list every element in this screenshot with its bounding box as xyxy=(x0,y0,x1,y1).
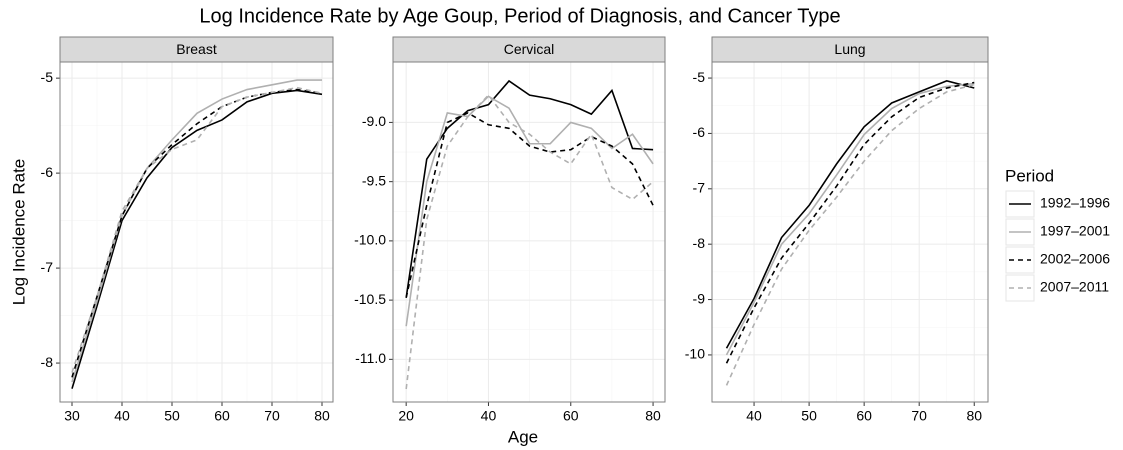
series-line xyxy=(405,112,654,298)
y-tick-label: -7 xyxy=(693,180,706,196)
legend-label: 2002–2006 xyxy=(1040,251,1110,267)
y-tick-label: -5 xyxy=(693,69,706,85)
strip-label: Lung xyxy=(834,41,865,57)
x-tick-label: 80 xyxy=(966,408,982,424)
y-tick-label: -9.0 xyxy=(362,113,386,129)
legend-title: Period xyxy=(1005,166,1054,185)
y-tick-label: -6 xyxy=(693,124,706,140)
y-tick-label: -6 xyxy=(41,164,54,180)
chart-title: Log Incidence Rate by Age Goup, Period o… xyxy=(199,5,840,27)
x-tick-label: 60 xyxy=(856,408,872,424)
legend-label: 2007–2011 xyxy=(1040,279,1109,295)
x-tick-label: 50 xyxy=(164,408,180,424)
y-tick-label: -8 xyxy=(693,235,706,251)
y-axis-label: Log Incidence Rate xyxy=(9,159,28,306)
y-tick-label: -10.0 xyxy=(354,232,386,248)
x-tick-label: 50 xyxy=(801,408,817,424)
x-tick-label: 80 xyxy=(314,408,330,424)
x-tick-label: 70 xyxy=(264,408,280,424)
y-tick-label: -7 xyxy=(41,259,54,275)
x-tick-label: 40 xyxy=(746,408,762,424)
x-axis-label: Age xyxy=(508,427,538,446)
x-tick-label: 60 xyxy=(214,408,230,424)
x-tick-label: 30 xyxy=(64,408,80,424)
y-tick-label: -9.5 xyxy=(362,172,386,188)
series-line xyxy=(725,79,975,349)
legend-label: 1997–2001 xyxy=(1040,223,1110,239)
strip-label: Breast xyxy=(176,41,217,57)
x-tick-label: 60 xyxy=(563,408,579,424)
series-line xyxy=(71,89,323,389)
series-line xyxy=(405,93,654,390)
x-tick-label: 20 xyxy=(398,408,414,424)
y-tick-label: -8 xyxy=(41,354,54,370)
series-line xyxy=(725,82,975,356)
series-line xyxy=(725,81,975,364)
x-tick-label: 40 xyxy=(114,408,130,424)
x-tick-label: 70 xyxy=(911,408,927,424)
y-tick-label: -10 xyxy=(685,346,705,362)
series-line xyxy=(405,79,654,298)
legend-label: 1992–1996 xyxy=(1040,195,1110,211)
x-tick-label: 40 xyxy=(481,408,497,424)
panel-background xyxy=(60,62,333,402)
strip-label: Cervical xyxy=(504,41,555,57)
y-tick-label: -5 xyxy=(41,69,54,85)
strip xyxy=(392,36,666,63)
y-tick-label: -9 xyxy=(693,290,706,306)
strip xyxy=(59,36,334,63)
series-line xyxy=(71,86,323,373)
y-tick-label: -11.0 xyxy=(355,350,386,366)
panel-background xyxy=(393,62,665,402)
strip xyxy=(711,36,989,63)
y-tick-label: -10.5 xyxy=(354,291,386,307)
panel-background xyxy=(712,62,988,402)
series-line xyxy=(405,95,654,327)
x-tick-label: 80 xyxy=(645,408,661,424)
